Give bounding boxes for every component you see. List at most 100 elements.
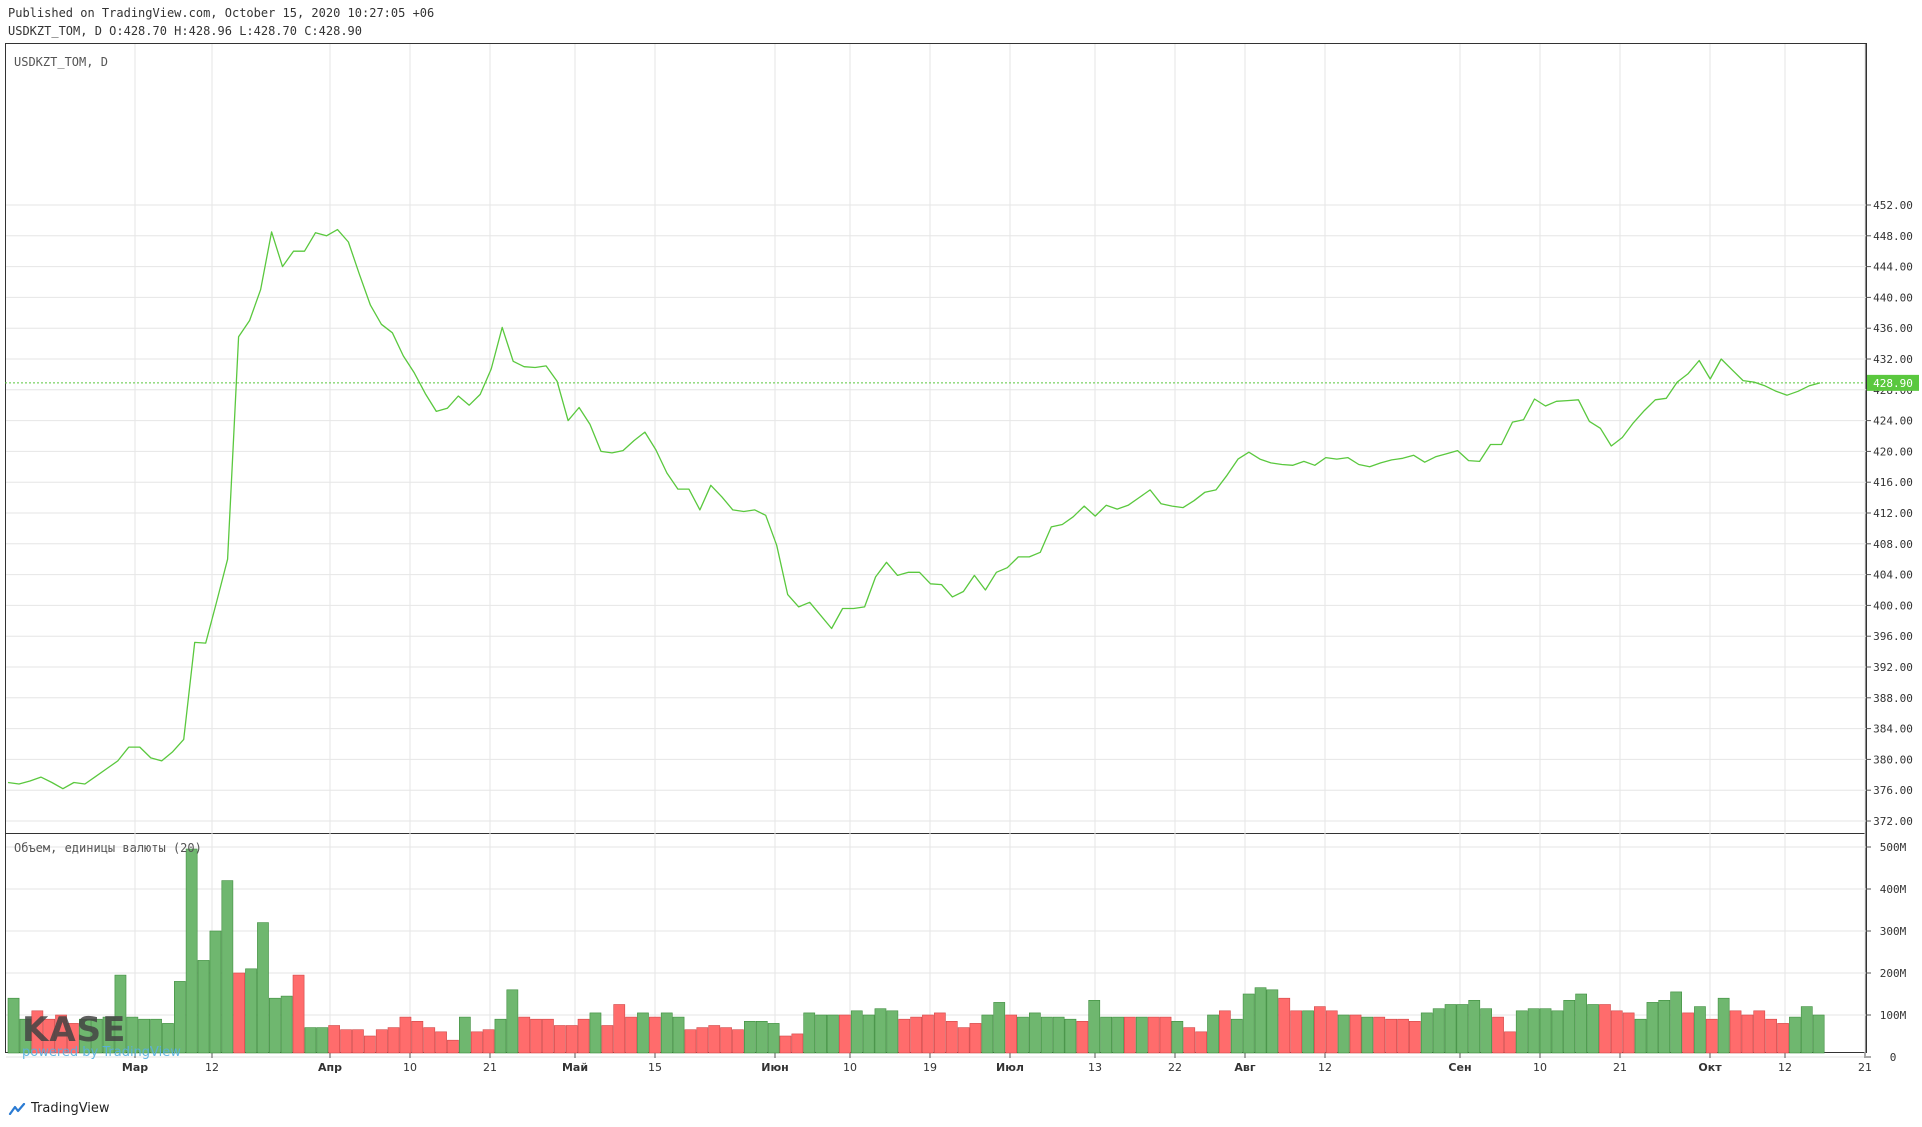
x-tick-label: Июн <box>761 1061 789 1074</box>
volume-bar <box>7 997 20 1054</box>
x-tick-label: 15 <box>648 1061 662 1074</box>
volume-bar <box>1705 1018 1718 1054</box>
volume-bar <box>1610 1010 1623 1054</box>
volume-bar <box>1183 1027 1196 1054</box>
volume-bar <box>55 1014 67 1054</box>
price-line <box>7 228 1821 790</box>
volume-bar <box>589 1012 602 1054</box>
x-tick-label: Окт <box>1698 1061 1722 1074</box>
time-axis: Мар 12 Апр 10 21 Май 15 Июн 10 19 Июл 13 22 Авг 12 Сен 1… <box>122 1053 1872 1074</box>
volume-tick-label: 100M <box>1880 1009 1907 1022</box>
volume-bar <box>162 1023 174 1054</box>
volume-bar <box>553 1025 566 1054</box>
volume-bar <box>1040 1016 1053 1054</box>
volume-bar <box>494 1018 507 1054</box>
x-tick-label: Авг <box>1234 1061 1255 1074</box>
volume-bar <box>827 1014 839 1054</box>
volume-bar <box>1254 987 1267 1054</box>
volume-bar <box>1017 1016 1029 1054</box>
price-tick-label: 392.00 <box>1873 661 1913 674</box>
volume-bar <box>363 1035 376 1054</box>
volume-pane-title: Объем, единицы валюты (20) <box>14 841 202 855</box>
volume-bar <box>1278 997 1291 1054</box>
volume-bar <box>803 1012 816 1054</box>
price-tick-label: 404.00 <box>1873 569 1913 582</box>
volume-bar <box>1563 999 1576 1054</box>
kase-watermark-sub: powered by TradingView <box>22 1045 181 1060</box>
price-tick-label: 412.00 <box>1873 507 1913 520</box>
volume-bar <box>1551 1010 1564 1054</box>
volume-bar <box>1397 1018 1409 1054</box>
volume-bar <box>1634 1018 1647 1054</box>
price-tick-label: 376.00 <box>1873 784 1913 797</box>
x-tick-label: 21 <box>1858 1061 1872 1074</box>
volume-bar <box>1195 1031 1207 1054</box>
volume-bar <box>352 1029 364 1054</box>
volume-bar <box>791 1033 804 1054</box>
volume-bar <box>601 1025 614 1054</box>
volume-bar <box>1314 1006 1326 1054</box>
x-tick-label: Сен <box>1448 1061 1471 1074</box>
volume-bar <box>862 1014 875 1054</box>
kase-watermark-logo: KASE <box>22 1010 127 1050</box>
volume-bar <box>1373 1016 1386 1054</box>
volume-bar <box>1076 1020 1089 1054</box>
last-price-label: 428.90 <box>1873 377 1913 390</box>
volume-bar <box>1587 1004 1599 1054</box>
volume-bar <box>637 1012 649 1054</box>
volume-bar <box>767 1023 780 1054</box>
volume-bar <box>1456 1004 1469 1054</box>
volume-bar <box>660 1012 673 1054</box>
volume-bar <box>1302 1010 1314 1054</box>
price-series <box>7 228 1821 790</box>
volume-bar <box>126 1016 139 1054</box>
price-axis: 372.00 376.00 380.00 384.00 388.00 392.00 396.… <box>1866 199 1913 828</box>
volume-bar <box>815 1014 827 1054</box>
x-tick-label: 21 <box>483 1061 497 1074</box>
volume-bar <box>447 1039 459 1054</box>
volume-bar <box>423 1027 436 1054</box>
price-tick-label: 432.00 <box>1873 353 1913 366</box>
price-tick-label: 388.00 <box>1873 692 1913 705</box>
price-tick-label: 372.00 <box>1873 815 1913 828</box>
volume-bar <box>233 972 246 1054</box>
volume-bar <box>482 1029 495 1054</box>
volume-bar <box>1622 1012 1635 1054</box>
volume-bar <box>1242 993 1255 1054</box>
volume-bar <box>530 1018 542 1054</box>
volume-bar <box>1029 1012 1041 1054</box>
volume-bar <box>458 1016 471 1054</box>
volume-bar <box>1219 1010 1231 1054</box>
x-tick-label: Июл <box>996 1061 1024 1074</box>
volume-bar <box>708 1025 721 1054</box>
volume-bar <box>31 1010 44 1054</box>
price-tick-label: 408.00 <box>1873 538 1913 551</box>
volume-tick-label: 200M <box>1880 967 1907 980</box>
volume-bar <box>625 1016 637 1054</box>
volume-bar <box>957 1027 970 1054</box>
volume-bar <box>1088 999 1101 1054</box>
volume-bar <box>1694 1006 1706 1054</box>
tradingview-footer[interactable]: TradingView <box>8 1101 110 1116</box>
volume-bar <box>1124 1016 1136 1054</box>
volume-bar <box>933 1012 946 1054</box>
volume-bar <box>1575 993 1587 1054</box>
volume-bar <box>1812 1014 1825 1054</box>
volume-bar <box>1800 1006 1813 1054</box>
x-tick-label: 22 <box>1168 1061 1182 1074</box>
volume-bar <box>732 1029 744 1054</box>
x-tick-label: 12 <box>1778 1061 1792 1074</box>
price-tick-label: 396.00 <box>1873 630 1913 643</box>
volume-bar <box>1527 1008 1540 1054</box>
volume-bar <box>838 1014 851 1054</box>
volume-bar <box>648 1016 661 1054</box>
price-tick-label: 448.00 <box>1873 230 1913 243</box>
main-pane-title: USDKZT_TOM, D <box>14 55 108 69</box>
ohlc-header: USDKZT_TOM, D O:428.70 H:428.96 L:428.70… <box>8 24 363 38</box>
price-tick-label: 384.00 <box>1873 723 1913 736</box>
x-tick-label: 10 <box>1533 1061 1547 1074</box>
volume-bar <box>1789 1016 1801 1054</box>
volume-bar <box>755 1020 768 1054</box>
volume-bar <box>1670 991 1682 1054</box>
